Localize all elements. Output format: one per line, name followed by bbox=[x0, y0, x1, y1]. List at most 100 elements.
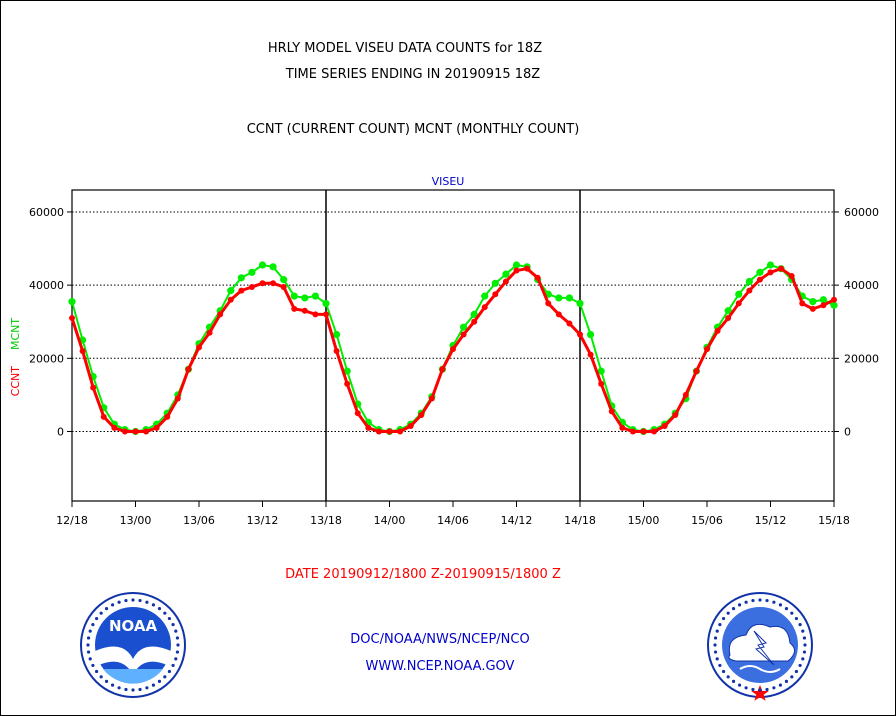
ring-letter-mark bbox=[765, 687, 769, 692]
data-point-ccnt bbox=[132, 428, 139, 435]
data-point-ccnt bbox=[428, 395, 435, 402]
y-tick-label-right: 20000 bbox=[844, 352, 879, 365]
data-point-mcnt bbox=[227, 287, 235, 295]
ring-letter-mark bbox=[151, 683, 156, 687]
ring-letter-mark bbox=[117, 600, 121, 604]
ring-letter-mark bbox=[790, 675, 794, 679]
data-point-mcnt bbox=[766, 261, 775, 269]
y-axis-ticks: 0 0 20000 20000 40000 40000 60000 60000 bbox=[29, 206, 879, 439]
ring-letter-mark bbox=[167, 669, 172, 674]
ring-letter-mark bbox=[726, 675, 730, 679]
ring-letter-mark bbox=[744, 686, 748, 690]
ring-letter-mark bbox=[176, 643, 180, 647]
ring-letter-mark bbox=[151, 603, 156, 607]
data-point-ccnt bbox=[248, 283, 255, 290]
ring-letter-mark bbox=[778, 603, 783, 607]
data-point-mcnt bbox=[459, 323, 468, 331]
data-point-ccnt bbox=[778, 265, 785, 272]
data-point-mcnt bbox=[512, 261, 521, 269]
x-tick-label: 12/18 bbox=[56, 514, 88, 527]
ring-letter-mark bbox=[99, 611, 103, 615]
data-point-mcnt bbox=[555, 294, 563, 302]
ring-letter-mark bbox=[171, 663, 175, 668]
seagull-icon bbox=[95, 646, 171, 675]
ring-letter-mark bbox=[131, 598, 135, 602]
data-point-ccnt bbox=[69, 315, 75, 322]
data-point-ccnt bbox=[598, 380, 605, 387]
ring-letter-mark bbox=[138, 687, 142, 692]
data-point-ccnt bbox=[629, 428, 636, 435]
data-point-mcnt bbox=[724, 307, 732, 315]
ring-letter-mark bbox=[86, 650, 91, 654]
ring-letter-mark bbox=[713, 650, 718, 654]
data-point-ccnt bbox=[111, 424, 118, 431]
data-point-ccnt bbox=[439, 366, 446, 373]
x-tick-label: 14/12 bbox=[501, 514, 533, 527]
ring-letter-mark bbox=[174, 629, 178, 633]
data-point-mcnt bbox=[597, 367, 605, 375]
data-point-ccnt bbox=[820, 302, 827, 309]
data-point-ccnt bbox=[301, 307, 308, 314]
data-point-ccnt bbox=[196, 344, 202, 351]
ring-letter-mark bbox=[138, 598, 142, 603]
data-point-ccnt bbox=[640, 428, 647, 435]
data-point-mcnt bbox=[322, 299, 330, 308]
ring-letter-mark bbox=[718, 622, 722, 627]
data-point-mcnt bbox=[502, 270, 510, 278]
ring-letter-mark bbox=[163, 675, 167, 679]
data-point-ccnt bbox=[661, 422, 668, 429]
data-point-ccnt bbox=[407, 422, 414, 429]
data-point-ccnt bbox=[450, 346, 456, 353]
ring-letter-mark bbox=[726, 611, 730, 615]
ring-letter-mark bbox=[145, 600, 149, 604]
ring-letter-mark bbox=[94, 616, 99, 621]
url-link[interactable]: WWW.NCEP.NOAA.GOV bbox=[366, 659, 515, 674]
ring-letter-mark bbox=[131, 688, 135, 692]
data-point-ccnt bbox=[799, 300, 806, 307]
ring-letter-mark bbox=[86, 643, 90, 647]
org-label: DOC/NOAA/NWS/NCEP/NCO bbox=[350, 632, 529, 647]
data-point-mcnt bbox=[745, 277, 753, 286]
data-point-ccnt bbox=[344, 380, 351, 387]
ring-letter-mark bbox=[801, 629, 805, 633]
data-point-ccnt bbox=[375, 428, 382, 435]
data-point-ccnt bbox=[566, 320, 573, 327]
data-point-ccnt bbox=[185, 366, 192, 373]
data-point-ccnt bbox=[809, 305, 816, 312]
plot-title: VISEU bbox=[432, 175, 465, 188]
ring-letter-mark bbox=[790, 611, 794, 615]
data-point-mcnt bbox=[809, 297, 817, 306]
data-point-ccnt bbox=[587, 351, 594, 358]
data-point-ccnt bbox=[767, 269, 774, 276]
ring-letter-mark bbox=[802, 650, 807, 654]
data-point-ccnt bbox=[270, 280, 277, 287]
ring-letter-mark bbox=[715, 657, 719, 661]
data-point-ccnt bbox=[90, 384, 97, 391]
data-point-ccnt bbox=[725, 315, 732, 322]
ring-letter-mark bbox=[94, 669, 99, 674]
data-point-ccnt bbox=[513, 267, 520, 274]
x-tick-label: 13/12 bbox=[247, 514, 279, 527]
ring-letter-mark bbox=[157, 679, 162, 684]
data-point-mcnt bbox=[290, 292, 298, 300]
data-point-mcnt bbox=[311, 292, 320, 300]
ring-letter-mark bbox=[721, 616, 726, 621]
x-tick-label: 13/06 bbox=[183, 514, 215, 527]
ring-letter-mark bbox=[772, 600, 776, 604]
ring-letter-mark bbox=[731, 679, 736, 684]
data-point-ccnt bbox=[471, 318, 478, 325]
data-point-mcnt bbox=[491, 279, 499, 287]
y-tick-label-left: 60000 bbox=[29, 206, 64, 219]
ring-letter-mark bbox=[784, 606, 789, 611]
ring-letter-mark bbox=[86, 636, 91, 640]
ring-letter-mark bbox=[110, 683, 115, 687]
ring-letter-mark bbox=[772, 686, 776, 690]
ring-letter-mark bbox=[713, 643, 717, 647]
chart-title-line1: HRLY MODEL VISEU DATA COUNTS for 18Z bbox=[268, 41, 542, 56]
nws-ring-text bbox=[713, 598, 807, 692]
data-point-ccnt bbox=[619, 424, 626, 431]
ring-letter-mark bbox=[104, 606, 109, 611]
data-point-mcnt bbox=[756, 268, 764, 276]
data-point-ccnt bbox=[534, 274, 541, 281]
